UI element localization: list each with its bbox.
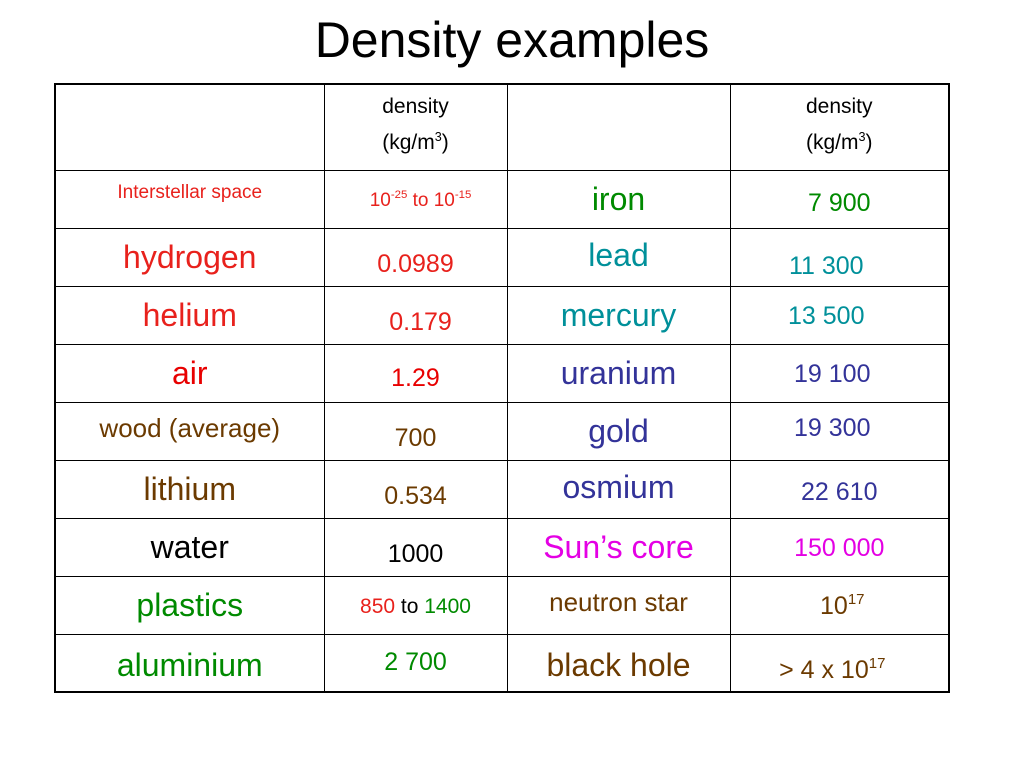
table-row: wood (average) 700 gold 19 300	[54, 401, 950, 461]
material-name: uranium	[560, 354, 677, 391]
header-empty-cell	[506, 83, 731, 171]
material-name: black hole	[546, 646, 691, 683]
material-name: lithium	[143, 470, 236, 507]
material-name: Interstellar space	[117, 181, 263, 203]
density-value: 0.179	[389, 307, 452, 336]
density-value: > 4 x 1017	[779, 655, 886, 684]
density-value: 0.0989	[377, 249, 454, 278]
material-name: iron	[591, 180, 646, 217]
header-density-label: density	[382, 95, 449, 118]
table-row: air 1.29 uranium 19 100	[54, 343, 950, 403]
density-value: 700	[394, 423, 437, 452]
density-value: 22 610	[801, 477, 878, 506]
table-row: plastics 850 to 1400 neutron star 1017	[54, 575, 950, 635]
material-name: mercury	[560, 296, 677, 333]
page-title: Density examples	[314, 12, 710, 68]
material-name: osmium	[562, 468, 675, 505]
density-value: 1000	[387, 539, 444, 568]
density-value: 850 to 1400	[360, 594, 471, 618]
density-value: 19 100	[794, 359, 871, 388]
table-row: water 1000 Sun’s core 150 000	[54, 517, 950, 577]
density-value: 150 000	[794, 533, 885, 562]
table-row: lithium 0.534 osmium 22 610	[54, 459, 950, 519]
material-name: aluminium	[116, 646, 263, 683]
density-value: 19 300	[794, 413, 871, 442]
material-name: lead	[588, 236, 649, 273]
table-header-row: density (kg/m3) density (kg/m3)	[54, 83, 950, 171]
density-value: 2 700	[384, 647, 447, 676]
density-value: 1.29	[391, 363, 440, 392]
material-name: gold	[588, 412, 649, 449]
header-density-label: density	[805, 95, 873, 118]
material-name: hydrogen	[123, 238, 257, 275]
table-row: Interstellar space 10-25 to 10-15 iron 7…	[54, 169, 950, 229]
header-density-unit: (kg/m3)	[382, 130, 449, 154]
density-table: density (kg/m3) density (kg/m3) Interste…	[54, 83, 950, 693]
header-empty-cell	[54, 83, 325, 171]
material-name: air	[171, 354, 208, 391]
material-name: wood (average)	[99, 412, 281, 443]
material-name: neutron star	[549, 586, 688, 617]
density-value: 1017	[820, 591, 865, 620]
material-name: plastics	[136, 586, 244, 623]
density-value: 10-25 to 10-15	[369, 189, 472, 211]
table-row: hydrogen 0.0989 lead 11 300	[54, 227, 950, 287]
table-row: aluminium 2 700 black hole > 4 x 1017	[54, 633, 950, 693]
header-density-cell: density (kg/m3)	[729, 83, 950, 171]
density-value: 0.534	[384, 481, 447, 510]
table-row: helium 0.179 mercury 13 500	[54, 285, 950, 345]
header-density-unit: (kg/m3)	[805, 130, 873, 154]
density-value: 7 900	[807, 188, 871, 217]
material-name: Sun’s core	[543, 528, 694, 565]
material-name: water	[150, 528, 229, 565]
density-value: 13 500	[788, 301, 865, 330]
material-name: helium	[142, 296, 237, 333]
header-density-cell: density (kg/m3)	[323, 83, 508, 171]
density-value: 11 300	[788, 251, 864, 280]
